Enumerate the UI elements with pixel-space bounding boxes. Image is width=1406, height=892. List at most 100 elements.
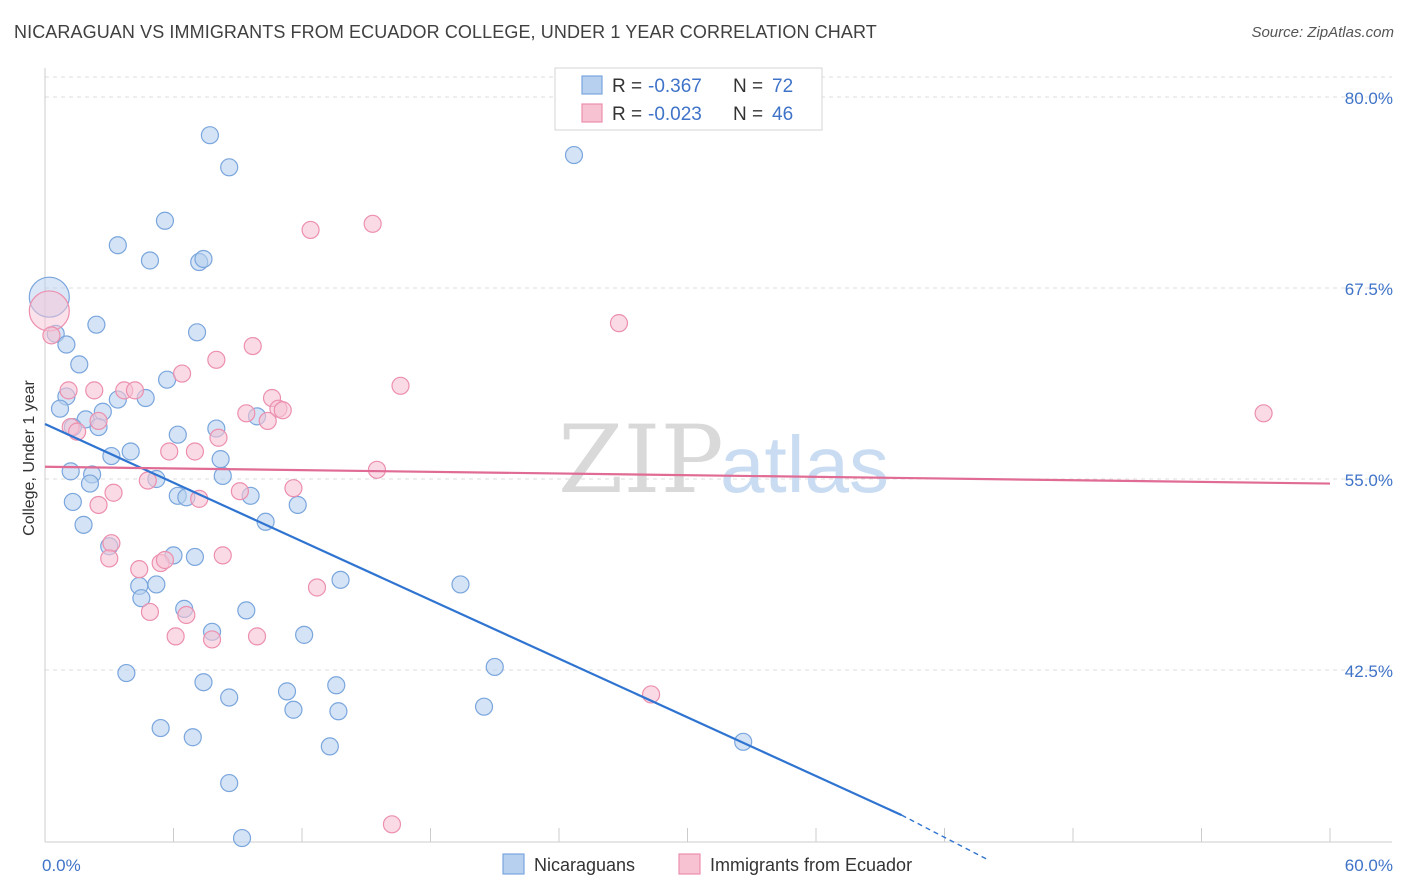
legend-r-label-1: R =: [612, 76, 642, 97]
point-ecuador-2: [301, 220, 320, 240]
point-ecuador-9: [59, 381, 78, 400]
point-ecuador-20: [89, 411, 108, 431]
point-nicaraguans-11: [57, 335, 76, 354]
point-nicaraguans-3: [155, 211, 175, 230]
legend-swatch-blue: [581, 75, 603, 95]
x-tick-label-1: 60.0%: [1345, 856, 1393, 875]
legend-n-value-1: 72: [772, 76, 793, 97]
point-nicaraguans-42: [185, 547, 205, 567]
trend-line-1: [44, 465, 1331, 485]
point-ecuador-28: [284, 479, 303, 498]
point-ecuador-21: [209, 428, 228, 447]
point-nicaraguans-12: [187, 323, 207, 342]
y-tick-label-2: 67.5%: [1345, 280, 1393, 299]
point-nicaraguans-9: [87, 315, 106, 334]
point-nicaraguans-55: [194, 673, 213, 692]
point-nicaraguans-31: [80, 474, 100, 493]
y-axis-label: College, Under 1 year: [21, 380, 38, 536]
point-nicaraguans-18: [50, 399, 70, 418]
legend-box: R = -0.367 N = 72 R = -0.023 N = 46: [554, 67, 823, 131]
point-nicaraguans-13: [70, 355, 89, 374]
point-nicaraguans-53: [485, 657, 504, 677]
watermark: ZIP atlas: [558, 406, 889, 515]
trend-line-0: [44, 422, 903, 817]
watermark-atlas: atlas: [720, 420, 889, 509]
point-nicaraguans-37: [63, 492, 82, 512]
point-nicaraguans-62: [151, 718, 170, 738]
point-ecuador-6: [172, 364, 192, 383]
point-ecuador-1: [42, 326, 61, 345]
point-nicaraguans-0: [200, 126, 220, 145]
y-tick-label-3: 80.0%: [1345, 89, 1393, 108]
point-ecuador-3: [363, 214, 382, 233]
point-ecuador-17: [258, 411, 277, 431]
point-nicaraguans-63: [183, 728, 202, 747]
point-nicaraguans-7: [194, 249, 213, 269]
bottom-legend-swatch-ecuador: [678, 853, 701, 875]
point-ecuador-32: [100, 549, 119, 568]
point-ecuador-44: [1254, 404, 1273, 423]
point-nicaraguans-61: [474, 697, 494, 716]
point-ecuador-40: [166, 627, 185, 646]
point-nicaraguans-64: [320, 737, 339, 756]
point-nicaraguans-39: [74, 515, 93, 534]
point-ecuador-10: [85, 381, 104, 400]
point-nicaraguans-54: [117, 663, 136, 683]
point-nicaraguans-38: [288, 495, 307, 515]
point-ecuador-42: [247, 627, 267, 646]
point-ecuador-16: [273, 401, 292, 420]
point-ecuador-23: [185, 442, 205, 461]
data-points: [28, 126, 1273, 848]
point-ecuador-38: [140, 602, 160, 622]
point-nicaraguans-1: [220, 158, 239, 177]
point-nicaraguans-2: [564, 145, 584, 165]
point-nicaraguans-28: [211, 450, 230, 469]
y-tick-labels: 42.5% 55.0% 67.5% 80.0%: [1345, 89, 1393, 681]
point-ecuador-31: [102, 534, 121, 553]
point-nicaraguans-57: [277, 682, 297, 701]
point-nicaraguans-52: [295, 625, 314, 644]
point-nicaraguans-66: [220, 773, 239, 793]
point-nicaraguans-45: [451, 575, 470, 594]
point-ecuador-14: [237, 404, 256, 423]
point-ecuador-39: [177, 605, 196, 625]
point-ecuador-45: [382, 815, 402, 834]
bottom-legend: Nicaraguans Immigrants from Ecuador: [502, 853, 912, 875]
legend-n-label-2: N =: [733, 104, 763, 125]
legend-n-value-2: 46: [772, 104, 793, 125]
trend-lines: [44, 422, 1331, 861]
bottom-legend-swatch-nicaraguans: [502, 853, 525, 875]
point-nicaraguans-44: [331, 570, 350, 589]
point-nicaraguans-33: [213, 466, 232, 486]
point-nicaraguans-67: [232, 828, 252, 848]
point-ecuador-25: [104, 483, 123, 502]
point-nicaraguans-5: [140, 251, 160, 270]
point-nicaraguans-50: [237, 601, 256, 620]
point-nicaraguans-56: [327, 676, 346, 695]
trend-line-extension-0: [901, 814, 988, 861]
watermark-zip: ZIP: [558, 406, 724, 515]
chart-title: NICARAGUAN VS IMMIGRANTS FROM ECUADOR CO…: [14, 22, 877, 42]
point-ecuador-8: [391, 376, 410, 395]
point-ecuador-7: [207, 350, 226, 369]
legend-r-value-1: -0.367: [648, 76, 702, 97]
point-nicaraguans-4: [108, 236, 127, 255]
point-nicaraguans-58: [220, 688, 239, 707]
point-ecuador-33: [213, 546, 232, 565]
legend-r-value-2: -0.023: [648, 104, 702, 125]
point-ecuador-36: [155, 550, 175, 570]
point-ecuador-22: [160, 442, 179, 461]
point-ecuador-27: [230, 482, 249, 501]
source-label: Source: ZipAtlas.com: [1251, 24, 1394, 41]
point-ecuador-13: [125, 381, 145, 400]
point-nicaraguans-24: [168, 425, 187, 444]
point-ecuador-37: [307, 578, 327, 597]
point-nicaraguans-59: [284, 700, 303, 719]
point-ecuador-4: [609, 314, 629, 333]
x-tick-labels: 0.0% 60.0%: [42, 856, 1393, 875]
legend-r-label-2: R =: [612, 104, 642, 125]
legend-swatch-pink: [581, 103, 603, 123]
axes: [44, 68, 1392, 843]
legend-n-label-1: N =: [733, 76, 763, 97]
point-ecuador-5: [243, 336, 262, 356]
